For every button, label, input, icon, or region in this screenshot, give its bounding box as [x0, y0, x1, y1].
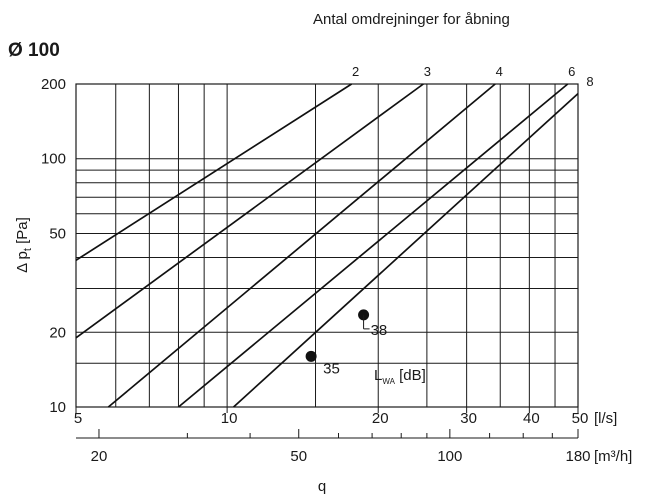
x-tick-label: 40	[523, 410, 540, 427]
labels: 10 20 50 100 200 5 10 20 30 40 50 20 50 100 180 2 3 4 68 35…	[41, 64, 594, 465]
curve-3	[75, 83, 424, 339]
plot-frame	[75, 83, 579, 408]
noise-label-38: 38	[371, 322, 388, 339]
noise-point-35	[305, 350, 317, 362]
x-tick-label: 50	[572, 410, 589, 427]
y-axis-label: Δ pt [Pa]	[14, 217, 34, 273]
svg-text:Δ pt [Pa]: Δ pt [Pa]	[14, 217, 34, 273]
curve-6	[177, 83, 569, 408]
curve-label-4: 4	[496, 64, 503, 79]
curve-label-6: 6	[568, 64, 575, 79]
x-tick-label: 20	[372, 410, 389, 427]
chart-title: Ø 100	[8, 40, 60, 61]
x-tick-label: 5	[74, 410, 82, 427]
noise-legend-symbol: L	[374, 367, 382, 384]
y-axis-label-unit: [Pa]	[14, 217, 31, 248]
noise-legend-sub: WA	[382, 377, 395, 386]
y-tick-label: 50	[49, 225, 66, 242]
x2-tick-label: 180	[565, 448, 590, 465]
y-tick-label: 100	[41, 151, 66, 168]
noise-label-35: 35	[323, 360, 340, 377]
curve-label-2: 2	[352, 64, 359, 79]
grid	[75, 83, 579, 408]
curve-label-3: 3	[424, 64, 431, 79]
curve-8	[232, 92, 579, 408]
opening-curves	[75, 83, 579, 408]
x2-axis-unit-m3h: [m³/h]	[594, 448, 632, 465]
noise-points	[305, 309, 370, 362]
curve-2	[75, 83, 353, 261]
y-tick-label: 20	[49, 324, 66, 341]
curve-4	[107, 83, 496, 408]
y-tick-label: 10	[49, 399, 66, 416]
x-tick-label: 30	[460, 410, 477, 427]
y-axis-label-sub: t	[22, 248, 34, 251]
curve-label-8: 8	[586, 74, 593, 89]
x2-tick-label: 20	[91, 448, 108, 465]
x-axis-unit-ls: [l/s]	[594, 410, 617, 427]
x2-tick-label: 50	[290, 448, 307, 465]
noise-legend-unit: [dB]	[395, 367, 426, 384]
y-axis-label-main: Δ p	[14, 251, 31, 273]
y-tick-label: 200	[41, 76, 66, 93]
x-tick-label: 10	[221, 410, 238, 427]
x2-tick-label: 100	[437, 448, 462, 465]
x-axis-label: q	[318, 478, 326, 495]
curves-caption: Antal omdrejninger for åbning	[313, 11, 510, 28]
noise-legend: LWA [dB]	[374, 367, 426, 386]
